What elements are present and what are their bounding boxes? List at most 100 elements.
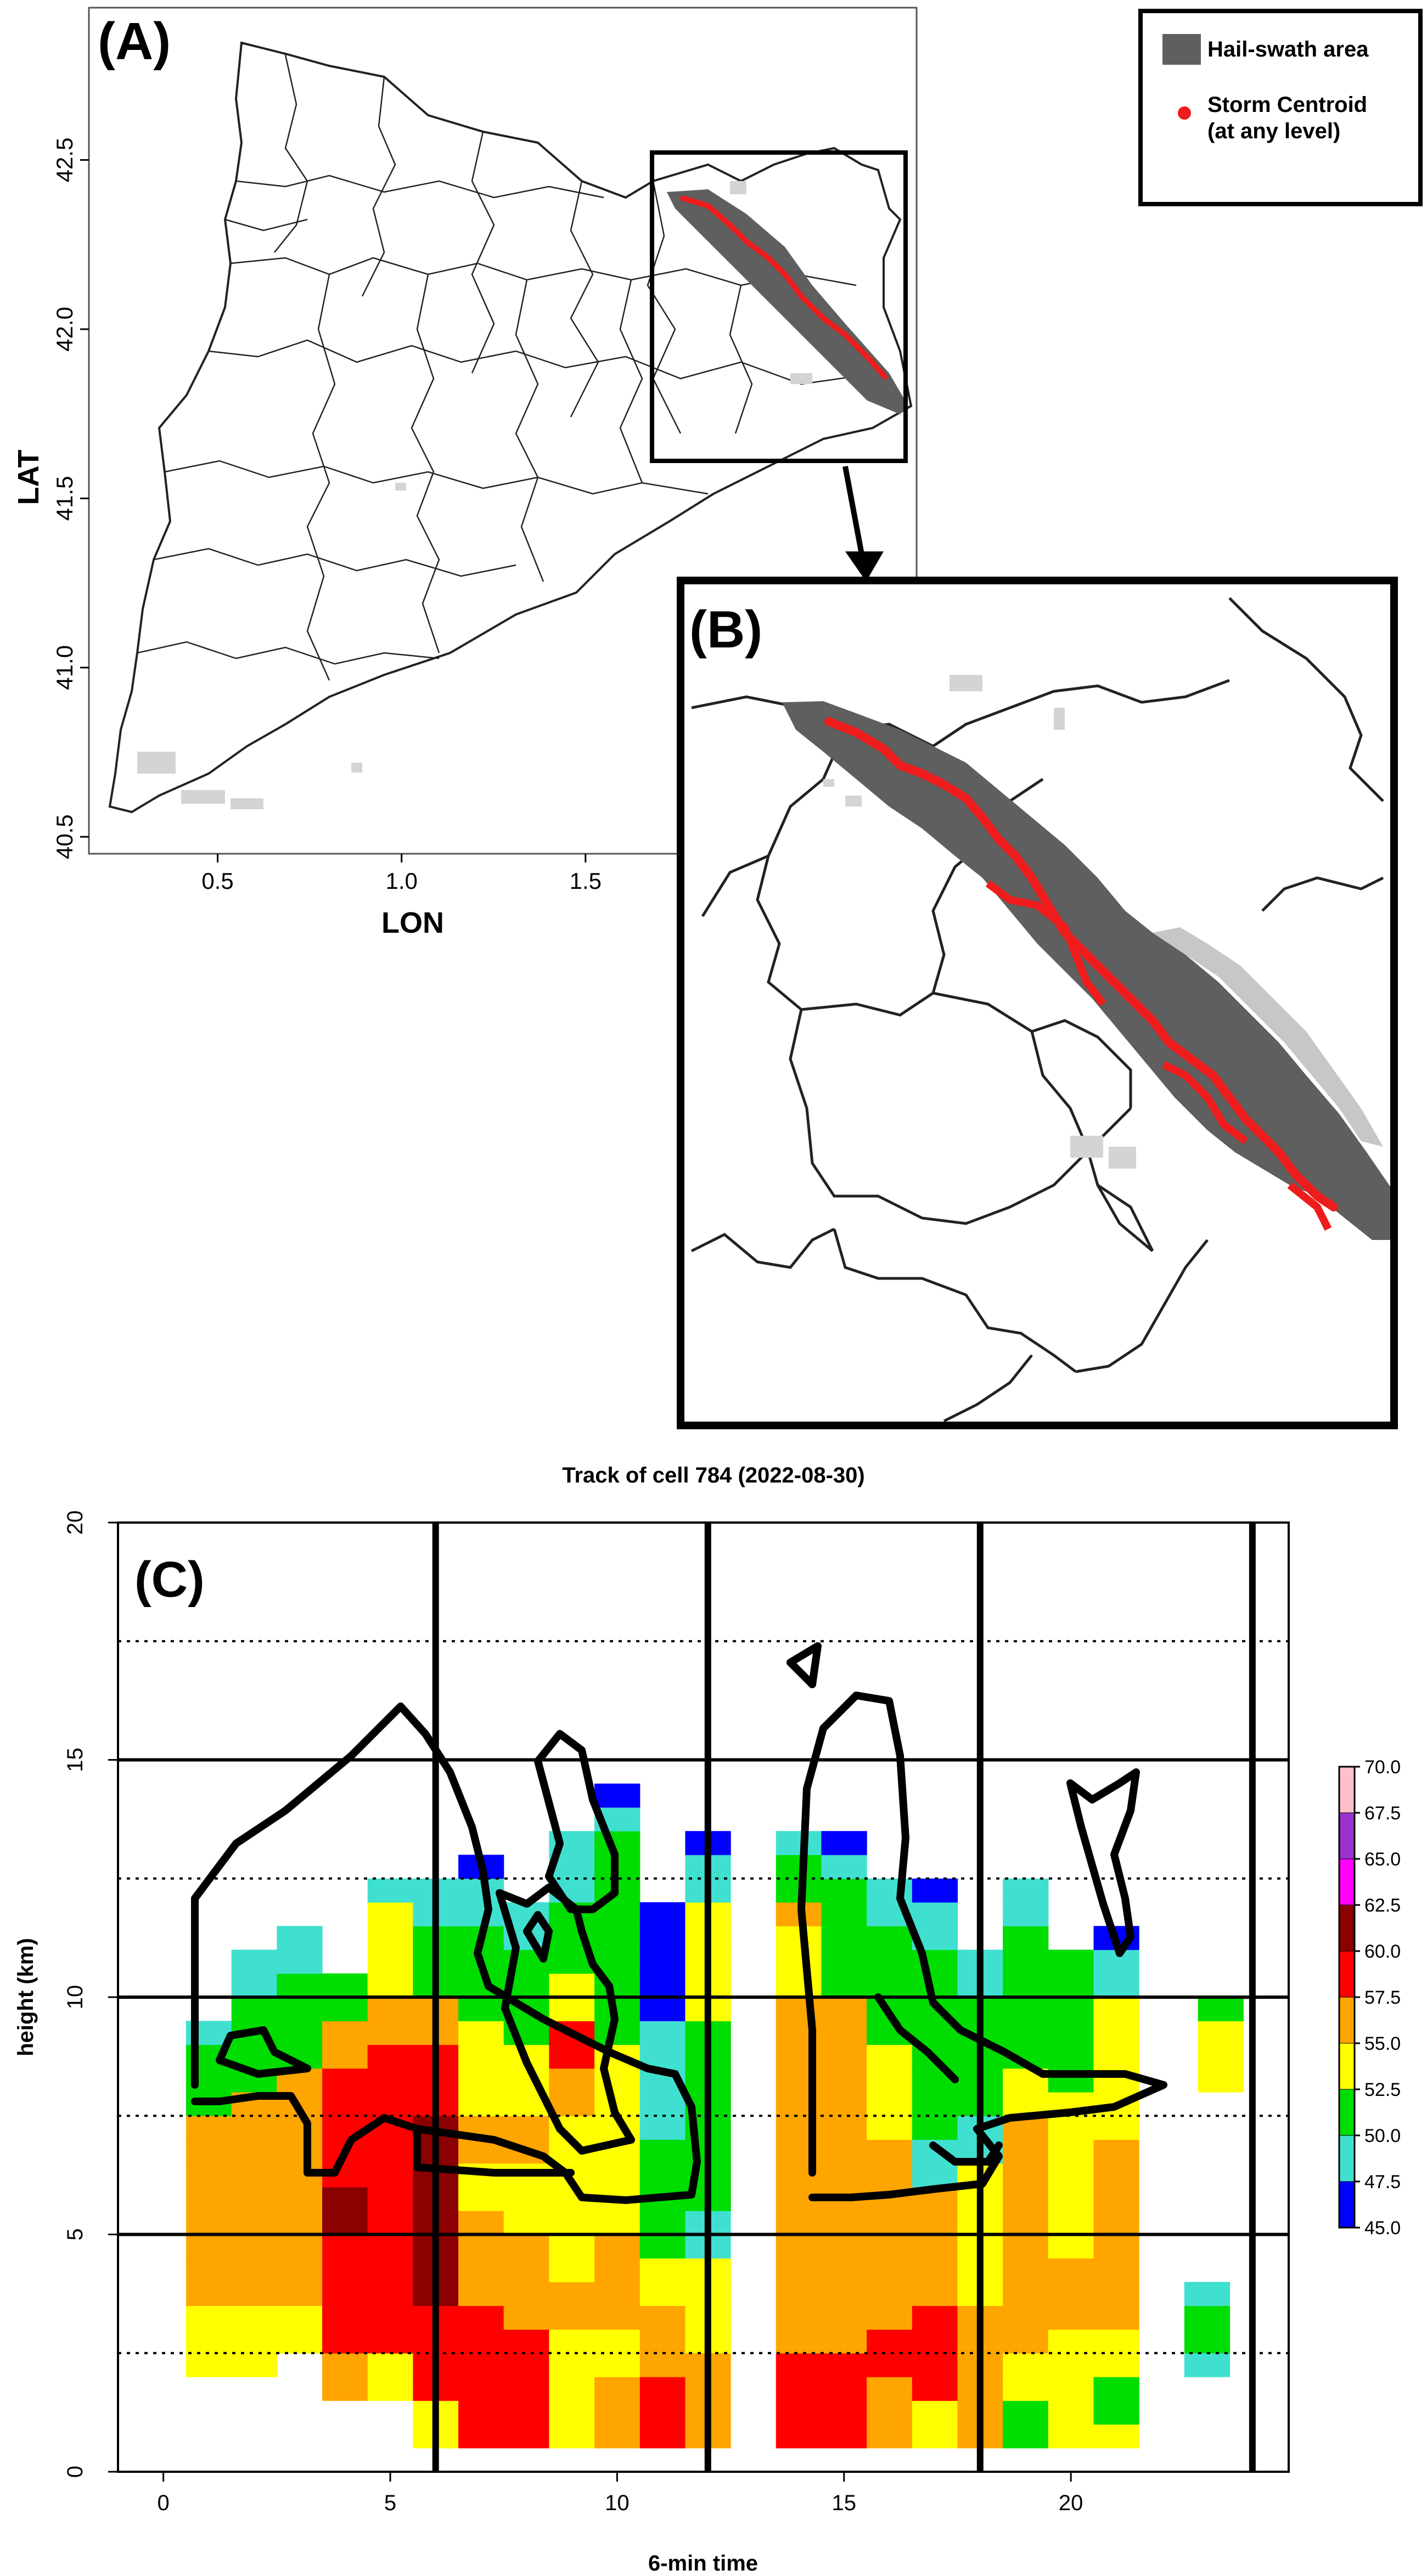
swath-light-fragments-a: [137, 181, 812, 809]
heatmap-cell: [549, 2068, 595, 2093]
heatmap-cell: [277, 1973, 323, 1998]
heatmap-cell: [549, 2044, 595, 2069]
panel-c-ylabel: height (km): [14, 1938, 38, 2056]
colorbar-segment: [1339, 1766, 1355, 1813]
heatmap-cell: [1198, 2044, 1244, 2069]
heatmap-cell: [186, 2258, 232, 2282]
colorbar-tick-label: 52.5: [1364, 2079, 1401, 2100]
heatmap-cell: [231, 2306, 277, 2330]
heatmap-cell: [867, 1949, 913, 1974]
heatmap-cell: [1048, 2353, 1094, 2377]
heatmap-cell: [912, 2400, 958, 2425]
c-xtick-label: 5: [384, 2491, 396, 2515]
heatmap-cell: [231, 2163, 277, 2188]
panel-c-xaxis: 0 5 10 15 20: [158, 2472, 1083, 2515]
heatmap-cell: [1048, 2116, 1094, 2140]
heatmap-cell: [1093, 2282, 1139, 2306]
heatmap-cell: [1093, 2187, 1139, 2211]
heatmap-cell: [912, 1878, 958, 1903]
county-borders: [137, 54, 879, 681]
heatmap-cell: [1093, 2021, 1139, 2045]
heatmap-cell: [503, 2282, 550, 2306]
panel-c-yaxis: 0 5 10 15 20: [63, 1510, 118, 2478]
heatmap-cell: [186, 2187, 232, 2211]
heatmap-cell: [549, 2424, 595, 2449]
heatmap-cell: [821, 1973, 867, 1998]
heatmap-cell: [503, 2329, 550, 2354]
heatmap-cell: [821, 1949, 867, 1974]
heatmap-cell: [867, 1926, 913, 1951]
heatmap-cell: [549, 2353, 595, 2377]
hail-swath-b-edge: [1153, 927, 1383, 1147]
heatmap-cell: [367, 2068, 413, 2093]
heatmap-cell: [776, 2258, 822, 2282]
heatmap-cell: [594, 2377, 641, 2401]
heatmap-cell: [1048, 2400, 1094, 2425]
heatmap-cell: [503, 2306, 550, 2330]
heatmap-cell: [867, 2258, 913, 2282]
c-xtick-label: 0: [158, 2491, 170, 2515]
heatmap-cell: [867, 2353, 913, 2377]
heatmap-cell: [1048, 2258, 1094, 2282]
heatmap-cell: [549, 2211, 595, 2235]
heatmap-cell: [639, 2306, 686, 2330]
heatmap-cell: [639, 2377, 686, 2401]
colorbar: 45.0 47.5 50.0 52.5 55.0 57.5 60.0 62.5 65.0 67.5…: [1338, 1757, 1401, 2239]
heatmap-cell: [1003, 2353, 1049, 2377]
a-xtick-label: 1.5: [570, 868, 602, 894]
heatmap-cell: [776, 2377, 822, 2401]
heatmap-cell: [639, 2258, 686, 2282]
a-ytick-label: 41.5: [52, 476, 77, 521]
heatmap-cell: [776, 2211, 822, 2235]
heatmap-cell: [503, 2187, 550, 2211]
heatmap-cell: [1184, 2282, 1231, 2306]
heatmap-cell: [1003, 1926, 1049, 1951]
heatmap-cell: [186, 2306, 232, 2330]
heatmap-cell: [322, 2068, 368, 2093]
heatmap-cell: [367, 1926, 413, 1951]
heatmap-cell: [458, 2092, 504, 2116]
heatmap-cell: [549, 1997, 595, 2021]
c-ytick-label: 5: [63, 2228, 87, 2240]
heatmap-cell: [912, 2258, 958, 2282]
a-ytick-label: 41.0: [52, 645, 77, 690]
heatmap-cell: [367, 2234, 413, 2259]
heatmap-cell: [912, 2234, 958, 2259]
colorbar-tick-label: 60.0: [1364, 1941, 1401, 1962]
heatmap-cell: [1003, 1902, 1049, 1926]
heatmap-cell: [458, 2068, 504, 2093]
heatmap-cell: [367, 2258, 413, 2282]
heatmap-cell: [231, 2211, 277, 2235]
heatmap-cell: [186, 2163, 232, 2188]
heatmap-cell: [322, 2211, 368, 2235]
heatmap-cell: [458, 2353, 504, 2377]
panel-b-borders: [690, 597, 1384, 1423]
heatmap-cell: [458, 2234, 504, 2259]
heatmap-cell: [867, 2163, 913, 2188]
legend-swath-label: Hail-swath area: [1207, 37, 1369, 61]
heatmap-cell: [231, 2282, 277, 2306]
colorbar-tick-label: 67.5: [1364, 1803, 1401, 1824]
heatmap-cell: [821, 2044, 867, 2069]
heatmap-cell: [594, 2306, 641, 2330]
colorbar-tick-label: 50.0: [1364, 2126, 1401, 2146]
hail-swath-a: [667, 189, 908, 414]
heatmap-cell: [1048, 2163, 1094, 2188]
legend-swath-swatch: [1162, 34, 1201, 65]
heatmap-cell: [367, 2282, 413, 2306]
heatmap-cell: [821, 2068, 867, 2093]
heatmap-cell: [594, 2282, 641, 2306]
heatmap-cell: [639, 1902, 686, 1926]
colorbar-segment: [1339, 2181, 1355, 2228]
heatmap-cell: [367, 2211, 413, 2235]
heatmap-cell: [186, 2353, 232, 2377]
heatmap-cell: [1003, 2139, 1049, 2164]
heatmap-cell: [367, 1949, 413, 1974]
heatmap-cell: [367, 2377, 413, 2401]
heatmap-cell: [1093, 2377, 1139, 2401]
panel-a-xlabel: LON: [381, 906, 444, 939]
heatmap-cell: [277, 2187, 323, 2211]
heatmap-cell: [639, 2353, 686, 2377]
heatmap-cell: [322, 2258, 368, 2282]
c-xtick-label: 15: [832, 2491, 857, 2515]
